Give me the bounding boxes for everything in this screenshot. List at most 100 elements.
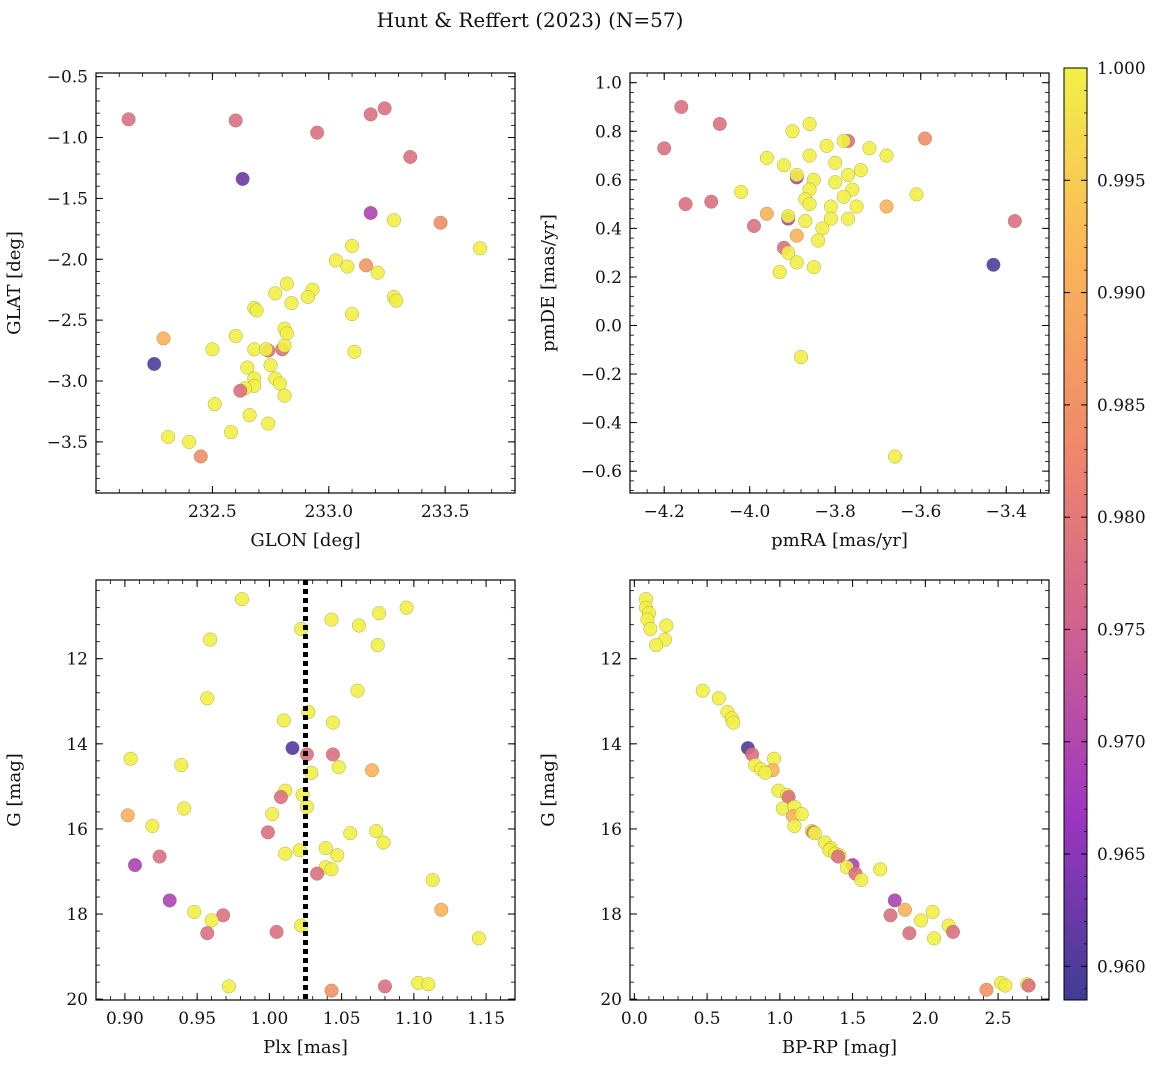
data-point xyxy=(471,931,486,946)
data-point xyxy=(421,977,436,992)
colorbar-tick-label: 0.970 xyxy=(1097,733,1146,753)
data-point xyxy=(758,765,773,780)
data-point xyxy=(802,197,817,212)
figure-title: Hunt & Reffert (2023) (N=57) xyxy=(377,8,684,32)
data-point xyxy=(841,167,856,183)
data-point xyxy=(121,112,136,127)
data-point xyxy=(200,691,215,706)
data-point xyxy=(363,205,378,221)
data-point xyxy=(249,303,264,318)
y-tick-label: 0.8 xyxy=(595,122,622,142)
x-tick-label: −3.4 xyxy=(986,502,1027,522)
data-point xyxy=(364,763,380,778)
data-point xyxy=(310,125,325,140)
data-point xyxy=(925,904,940,919)
data-point xyxy=(324,983,339,998)
data-point xyxy=(285,741,300,756)
data-point xyxy=(998,978,1013,993)
data-point xyxy=(156,331,171,346)
scatter-series xyxy=(121,101,488,464)
colorbar-tick-label: 0.985 xyxy=(1097,396,1146,416)
data-point xyxy=(174,758,189,773)
data-point xyxy=(759,206,774,221)
colorbar-tick-label: 0.965 xyxy=(1097,845,1146,865)
data-point xyxy=(836,189,851,204)
data-point xyxy=(324,612,339,627)
data-point xyxy=(1021,978,1036,993)
data-point xyxy=(887,893,902,908)
data-point xyxy=(425,872,440,888)
y-tick-label: −1.5 xyxy=(47,189,88,209)
x-tick-label: −3.8 xyxy=(815,502,856,522)
data-point xyxy=(272,376,287,391)
data-point xyxy=(854,872,869,888)
data-point xyxy=(794,806,809,822)
data-point xyxy=(345,306,360,322)
data-point xyxy=(793,349,809,365)
data-point xyxy=(1007,214,1022,229)
data-point xyxy=(340,259,355,274)
y-axis-label: G [mag] xyxy=(538,753,559,826)
x-axis-label: Plx [mas] xyxy=(263,1037,348,1058)
data-point xyxy=(759,150,774,166)
y-tick-label: 20 xyxy=(66,990,88,1010)
y-tick-label: −2.0 xyxy=(47,250,88,270)
y-axis-label: GLAT [deg] xyxy=(4,231,25,335)
y-tick-label: 0.4 xyxy=(595,219,622,239)
data-point xyxy=(902,926,917,941)
data-point xyxy=(785,124,800,139)
data-point xyxy=(986,257,1001,272)
data-point xyxy=(177,801,192,816)
data-point xyxy=(330,848,345,863)
data-point xyxy=(279,276,294,291)
data-point xyxy=(836,133,851,149)
data-point xyxy=(325,747,341,762)
x-tick-label: −4.2 xyxy=(644,502,685,522)
data-point xyxy=(258,342,273,357)
data-point xyxy=(726,715,741,730)
data-point xyxy=(695,683,710,698)
x-axis-label: GLON [deg] xyxy=(250,530,360,551)
data-point xyxy=(162,893,177,908)
data-point xyxy=(807,826,822,841)
x-tick-label: 1.5 xyxy=(839,1009,866,1029)
data-point xyxy=(712,116,727,132)
data-point xyxy=(205,342,220,357)
panel-glon-glat: 232.5 233.0 233.5 −3.5 −3.0 −2.5 −2.0 −1.5 −1.0 −… xyxy=(4,68,516,551)
x-tick-label: 2.5 xyxy=(985,1009,1012,1029)
x-tick-label: 2.0 xyxy=(912,1009,939,1029)
data-point xyxy=(789,255,804,270)
x-tick-label: 1.15 xyxy=(467,1009,505,1029)
data-point xyxy=(802,148,817,163)
data-point xyxy=(242,408,257,423)
data-point xyxy=(828,175,843,190)
data-point xyxy=(386,213,402,228)
data-point xyxy=(376,835,391,850)
x-tick-label: 0.0 xyxy=(621,1009,648,1029)
data-point xyxy=(279,326,294,341)
data-point xyxy=(704,194,719,209)
data-point xyxy=(897,902,913,917)
panel-bprp-g: 0.0 0.5 1.0 1.5 2.0 2.5 12 14 16 18 20 BP-RP [mag] G… xyxy=(538,579,1050,1058)
data-point xyxy=(806,260,821,275)
data-point xyxy=(734,184,749,200)
data-point xyxy=(830,849,846,864)
x-tick-label: 1.0 xyxy=(766,1009,793,1029)
y-tick-label: −3.0 xyxy=(47,372,88,392)
data-point xyxy=(815,221,830,236)
y-tick-label: 12 xyxy=(66,650,88,670)
data-point xyxy=(277,388,292,403)
colorbar-tick-label: 0.990 xyxy=(1097,284,1146,304)
data-point xyxy=(873,862,888,877)
data-point xyxy=(789,228,804,243)
data-point xyxy=(399,600,414,615)
y-tick-label: 20 xyxy=(600,990,622,1010)
y-axis-label: pmDE [mas/yr] xyxy=(538,214,559,352)
data-point xyxy=(853,163,868,178)
colorbar-tick-label: 0.995 xyxy=(1097,171,1146,191)
data-point xyxy=(203,632,218,647)
x-tick-label: 1.00 xyxy=(250,1009,288,1029)
data-point xyxy=(979,982,994,997)
data-point xyxy=(772,265,787,280)
